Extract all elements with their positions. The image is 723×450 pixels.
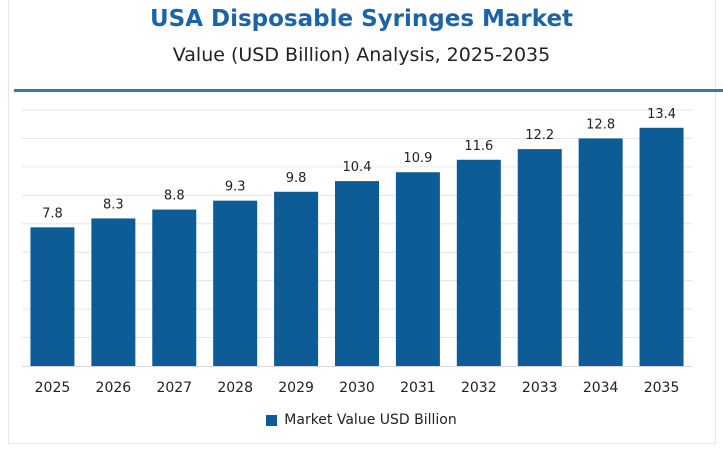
chart-title: USA Disposable Syringes Market: [149, 6, 574, 32]
data-label: 10.4: [343, 160, 372, 175]
bar: [152, 209, 197, 366]
x-tick-label: 2030: [339, 380, 375, 396]
data-label: 8.8: [164, 189, 185, 204]
bar: [274, 191, 319, 366]
bar: [395, 172, 440, 366]
x-tick-label: 2031: [400, 380, 436, 396]
data-label: 10.9: [403, 151, 432, 166]
bar: [517, 149, 562, 366]
legend: Market Value USD Billion: [0, 412, 723, 428]
chart-subtitle: Value (USD Billion) Analysis, 2025-2035: [172, 44, 551, 66]
data-label: 9.3: [225, 180, 246, 195]
data-label: 9.8: [286, 171, 307, 186]
bar: [30, 227, 75, 366]
x-tick-label: 2027: [156, 380, 192, 396]
x-tick-label: 2035: [644, 380, 680, 396]
x-tick-label: 2033: [522, 380, 558, 396]
x-tick-label: 2026: [96, 380, 132, 396]
x-tick-label: 2032: [461, 380, 497, 396]
x-tick-label: 2028: [217, 380, 253, 396]
data-label: 11.6: [464, 139, 493, 154]
data-label: 12.2: [525, 128, 554, 143]
data-label: 12.8: [586, 117, 615, 132]
legend-swatch: [266, 414, 278, 426]
x-tick-label: 2025: [35, 380, 71, 396]
bar: [639, 127, 684, 367]
chart-frame: [8, 0, 716, 444]
x-tick-label: 2029: [278, 380, 314, 396]
x-tick-label: 2034: [583, 380, 619, 396]
bar: [213, 200, 258, 366]
bar: [335, 181, 379, 366]
data-label: 13.4: [647, 107, 676, 122]
title-divider: [14, 89, 723, 92]
data-label: 8.3: [103, 197, 124, 212]
data-label: 7.8: [42, 206, 63, 221]
bar: [578, 138, 623, 366]
legend-label: Market Value USD Billion: [284, 412, 457, 428]
bar: [91, 218, 136, 366]
bar: [456, 159, 501, 366]
